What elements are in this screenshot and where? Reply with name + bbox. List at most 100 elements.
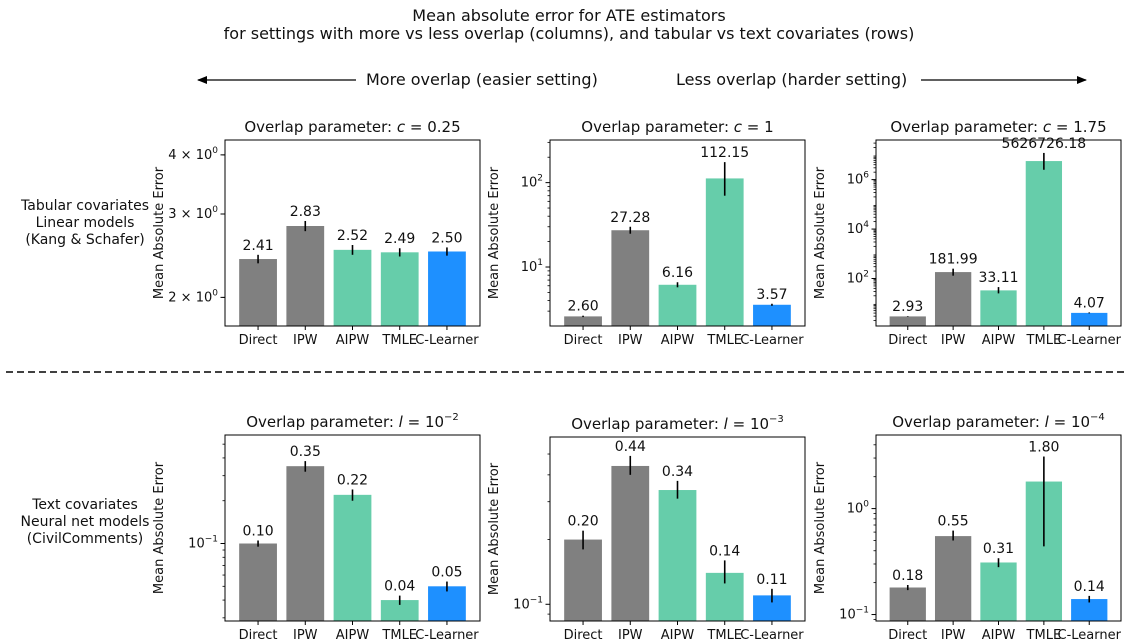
panel4-bar-tmle bbox=[380, 600, 419, 621]
panel3-value-label-ipw: 181.99 bbox=[929, 252, 978, 268]
panel3-value-label-tmle: 5626726.18 bbox=[1002, 136, 1087, 152]
panel4-xtick-label-tmle: TMLE bbox=[381, 628, 417, 643]
panel1-xtick-label-direct: Direct bbox=[239, 333, 278, 348]
panel6-bar-c-learner bbox=[1071, 599, 1108, 621]
panel3-ytick-label: 106 bbox=[847, 171, 870, 188]
panel4-title: Overlap parameter: l = 10−2 bbox=[246, 412, 459, 431]
panel4-value-label-tmle: 0.04 bbox=[384, 579, 415, 595]
panel6-xtick-label-c-learner: C-Learner bbox=[1058, 628, 1122, 643]
panel6-xtick-label-aipw: AIPW bbox=[982, 628, 1016, 643]
panel2-value-label-c-learner: 3.57 bbox=[756, 287, 787, 303]
panel4-xtick-label-c-learner: C-Learner bbox=[415, 628, 479, 643]
panel3-value-label-direct: 2.93 bbox=[892, 299, 923, 315]
panel2-ytick-label: 102 bbox=[521, 174, 543, 191]
row-label-tabular-line1: Tabular covariates bbox=[21, 198, 149, 214]
panel4-value-label-ipw: 0.35 bbox=[290, 444, 321, 460]
panel2-value-label-tmle: 112.15 bbox=[700, 145, 749, 161]
panel1-bar-tmle bbox=[380, 252, 419, 326]
row-label-text-line1: Text covariates bbox=[32, 497, 138, 513]
panel6-axes-frame bbox=[875, 434, 1122, 622]
panel2-bar-direct bbox=[564, 316, 602, 326]
panel2-xtick-label-tmle: TMLE bbox=[706, 333, 742, 348]
panel2-xtick-label-c-learner: C-Learner bbox=[740, 333, 804, 348]
figure-subtitle: for settings with more vs less overlap (… bbox=[223, 24, 915, 43]
panel3-ytick-label: 102 bbox=[847, 270, 869, 287]
panel6-ytick-label: 10−1 bbox=[839, 606, 869, 623]
panel3-xtick-label-c-learner: C-Learner bbox=[1058, 333, 1122, 348]
panel5-axes-frame bbox=[549, 436, 806, 622]
panel4-bar-ipw bbox=[286, 466, 325, 621]
panel1-value-label-direct: 2.41 bbox=[242, 238, 273, 254]
panel5-xtick-label-direct: Direct bbox=[564, 628, 603, 643]
panel4-bar-aipw bbox=[333, 494, 372, 621]
panel4-ytick-label: 10−1 bbox=[188, 535, 218, 552]
panel6-xtick-label-tmle: TMLE bbox=[1026, 628, 1062, 643]
panel1-xtick-label-c-learner: C-Learner bbox=[415, 333, 479, 348]
panel6-value-label-tmle: 1.80 bbox=[1028, 440, 1059, 456]
panel4-bar-direct bbox=[239, 543, 277, 621]
panel5-value-label-tmle: 0.14 bbox=[709, 543, 740, 559]
panel1-value-label-ipw: 2.83 bbox=[290, 204, 321, 220]
panel3-bar-aipw bbox=[980, 290, 1017, 326]
panel2-value-label-direct: 2.60 bbox=[567, 299, 598, 315]
panel1-ytick-label: 3 × 100 bbox=[168, 205, 218, 222]
panel1-title: Overlap parameter: c = 0.25 bbox=[244, 118, 460, 136]
panel5-xtick-label-c-learner: C-Learner bbox=[740, 628, 804, 643]
panel6-value-label-direct: 0.18 bbox=[892, 568, 923, 584]
panel5-xtick-label-ipw: IPW bbox=[618, 628, 643, 643]
panel6-value-label-ipw: 0.55 bbox=[938, 514, 969, 530]
panel1-bar-c-learner bbox=[428, 251, 466, 326]
panel2-bar-aipw bbox=[658, 284, 697, 326]
panel4-value-label-c-learner: 0.05 bbox=[431, 565, 462, 581]
panel2-ytick-label: 101 bbox=[521, 258, 543, 275]
panel3-xtick-label-direct: Direct bbox=[888, 333, 927, 348]
row-label-tabular: Tabular covariates Linear models (Kang &… bbox=[0, 198, 170, 249]
panel6-xtick-label-direct: Direct bbox=[888, 628, 927, 643]
row-label-text: Text covariates Neural net models (Civil… bbox=[0, 497, 170, 548]
panel1-axes-frame bbox=[224, 139, 481, 327]
panel5-ytick-label: 10−1 bbox=[513, 595, 543, 612]
panel2-xtick-label-direct: Direct bbox=[564, 333, 603, 348]
panel6-value-label-aipw: 0.31 bbox=[983, 541, 1014, 557]
panel4-xtick-label-direct: Direct bbox=[239, 628, 278, 643]
panel6-bar-aipw bbox=[980, 562, 1017, 621]
panel6-value-label-c-learner: 0.14 bbox=[1074, 579, 1105, 595]
panel5-ylabel: Mean Absolute Error bbox=[487, 462, 502, 595]
panel1-value-label-c-learner: 2.50 bbox=[431, 230, 462, 246]
panel6-title: Overlap parameter: l = 10−4 bbox=[892, 412, 1105, 431]
panel4-xtick-label-ipw: IPW bbox=[293, 628, 318, 643]
panel3-ylabel: Mean Absolute Error bbox=[813, 166, 828, 299]
panel2-bar-c-learner bbox=[753, 304, 791, 326]
panel4-value-label-aipw: 0.22 bbox=[337, 472, 368, 488]
panel3-ytick-label: 104 bbox=[847, 220, 870, 237]
panel5-bar-direct bbox=[564, 539, 602, 621]
panel3-xtick-label-tmle: TMLE bbox=[1026, 333, 1062, 348]
panel3-bar-direct bbox=[889, 316, 926, 326]
panel1-xtick-label-aipw: AIPW bbox=[336, 333, 370, 348]
panel1-xtick-label-tmle: TMLE bbox=[381, 333, 417, 348]
panel6-bar-direct bbox=[889, 587, 926, 621]
less-overlap-label: Less overlap (harder setting) bbox=[676, 70, 908, 89]
panel1-ylabel: Mean Absolute Error bbox=[152, 166, 167, 299]
panel2-axes-frame bbox=[549, 139, 806, 327]
panel3-xtick-label-aipw: AIPW bbox=[982, 333, 1016, 348]
panel1-value-label-aipw: 2.52 bbox=[337, 228, 368, 244]
row-label-tabular-line2: Linear models bbox=[35, 215, 135, 231]
more-overlap-label: More overlap (easier setting) bbox=[366, 70, 598, 89]
panel1-ytick-label: 4 × 100 bbox=[168, 146, 218, 163]
panel6-xtick-label-ipw: IPW bbox=[941, 628, 966, 643]
panel2-bar-ipw bbox=[611, 230, 650, 326]
row-label-tabular-line3: (Kang & Schafer) bbox=[25, 232, 145, 248]
panel5-xtick-label-tmle: TMLE bbox=[706, 628, 742, 643]
panel2-title: Overlap parameter: c = 1 bbox=[581, 118, 773, 136]
panel2-xtick-label-aipw: AIPW bbox=[661, 333, 695, 348]
panel3-bar-c-learner bbox=[1071, 312, 1108, 326]
panel2-bar-tmle bbox=[705, 178, 744, 326]
panel6-ylabel: Mean Absolute Error bbox=[813, 461, 828, 594]
panel2-value-label-ipw: 27.28 bbox=[610, 210, 650, 226]
panel3-bar-ipw bbox=[934, 272, 972, 326]
panel5-value-label-c-learner: 0.11 bbox=[756, 572, 787, 588]
panel3-bar-tmle bbox=[1025, 161, 1063, 326]
panel1-ytick-label: 2 × 100 bbox=[168, 288, 218, 305]
